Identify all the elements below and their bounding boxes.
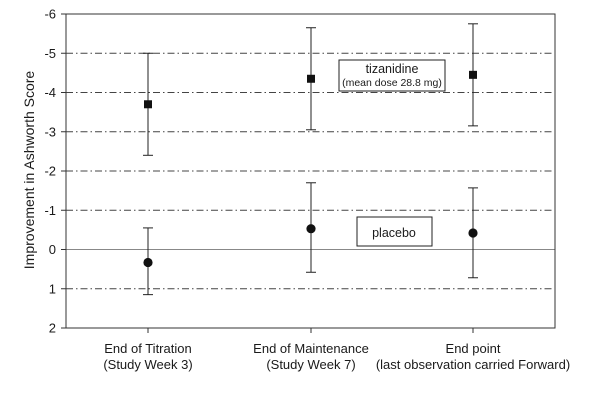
y-tick-label-4: -2 — [44, 164, 56, 179]
x-category-label-1-line-0: End of Maintenance — [253, 341, 369, 356]
point-tizanidine-0 — [144, 100, 152, 109]
legend-tizanidine-label: tizanidine — [366, 62, 419, 76]
legend-tizanidine: tizanidine (mean dose 28.8 mg) — [338, 59, 446, 92]
point-placebo-1 — [306, 224, 316, 234]
y-tick-label-0: -6 — [44, 7, 56, 22]
y-tick-label-1: -5 — [44, 46, 56, 61]
y-tick-label-8: 2 — [49, 321, 56, 336]
data-markers — [143, 70, 478, 268]
x-category-label-0-line-1: (Study Week 3) — [103, 357, 192, 372]
x-category-label-0-line-0: End of Titration — [104, 341, 191, 356]
y-axis-ticks: -6 -5 -4 -3 -2 -1 0 1 2 — [44, 7, 66, 336]
legend-placebo-label: placebo — [372, 226, 416, 240]
legend-placebo-box — [356, 216, 433, 247]
y-tick-label-5: -1 — [44, 203, 56, 218]
y-tick-label-7: 1 — [49, 281, 56, 296]
point-placebo-2 — [468, 228, 478, 238]
y-axis-title: Improvement in Ashworth Score — [21, 71, 37, 270]
point-tizanidine-1 — [307, 74, 315, 83]
x-category-label-2-line-0: End point — [446, 341, 501, 356]
x-axis-category-labels: End of Titration(Study Week 3) End of Mai… — [103, 341, 570, 372]
y-tick-label-3: -3 — [44, 124, 56, 139]
legend-placebo: placebo — [356, 216, 433, 247]
y-tick-label-2: -4 — [44, 85, 56, 100]
x-category-label-2-line-1: (last observation carried Forward) — [376, 357, 570, 372]
legend-tizanidine-detail: (mean dose 28.8 mg) — [342, 77, 442, 89]
point-placebo-0 — [143, 257, 153, 268]
point-tizanidine-2 — [469, 70, 477, 79]
legend-tizanidine-box — [338, 59, 446, 92]
x-category-label-1-line-1: (Study Week 7) — [266, 357, 355, 372]
y-tick-label-6: 0 — [49, 242, 56, 257]
x-axis-ticks — [147, 328, 474, 333]
